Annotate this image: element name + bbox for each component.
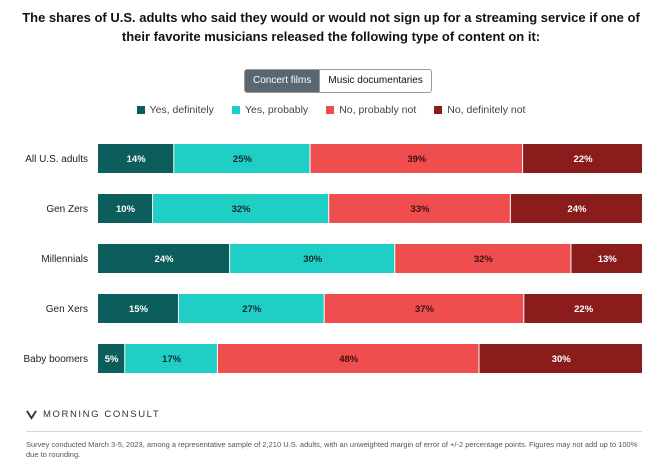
- legend-swatch: [136, 106, 145, 114]
- legend-item-no-definitely-not[interactable]: No, definitely not: [434, 104, 525, 116]
- legend-label: No, definitely not: [447, 104, 526, 116]
- category-label: Gen Xers: [46, 304, 88, 315]
- bar-segment[interactable]: [395, 244, 571, 273]
- data-label: 22%: [574, 304, 594, 315]
- toggle-music-documentaries[interactable]: Music documentaries: [319, 70, 431, 92]
- bar-segment[interactable]: [98, 294, 178, 323]
- data-label: 30%: [303, 254, 323, 265]
- bar-segment[interactable]: [329, 194, 510, 223]
- toggle-concert-films[interactable]: Concert films: [245, 70, 320, 92]
- bar-segment[interactable]: [174, 144, 310, 173]
- stacked-bar-chart: All U.S. adults 14% 25% 39% 22% Gen Zers 10% 32…: [24, 144, 643, 373]
- data-label: 24%: [567, 204, 587, 215]
- legend-item-yes-definitely[interactable]: Yes, definitely: [136, 104, 214, 116]
- bar-segment[interactable]: [217, 344, 479, 373]
- category-label: Millennials: [41, 254, 88, 265]
- bar-segment[interactable]: [178, 294, 324, 323]
- data-label: 24%: [155, 254, 175, 265]
- brand-name: MORNING CONSULT: [43, 409, 161, 420]
- morning-consult-logo-icon: [26, 410, 37, 420]
- legend-swatch: [231, 106, 240, 114]
- data-label: 14%: [127, 154, 147, 165]
- bar-segment[interactable]: [310, 144, 523, 173]
- data-label: 17%: [162, 354, 182, 365]
- data-label: 32%: [474, 254, 494, 265]
- footnote: Survey conducted March 3-5, 2023, among …: [26, 440, 638, 459]
- footer-divider: [26, 431, 642, 432]
- legend-label: No, probably not: [339, 104, 417, 116]
- bar-segment[interactable]: [98, 344, 125, 373]
- data-label: 32%: [232, 204, 252, 215]
- bar-segment[interactable]: [523, 144, 642, 173]
- chart-title: The shares of U.S. adults who said they …: [22, 10, 640, 44]
- bar-segment[interactable]: [510, 194, 642, 223]
- bar-segment[interactable]: [98, 194, 153, 223]
- legend-label: Yes, definitely: [149, 104, 214, 116]
- data-label: 27%: [242, 304, 262, 315]
- bar-segment[interactable]: [230, 244, 395, 273]
- data-label: 5%: [105, 354, 119, 365]
- category-label: Gen Zers: [46, 204, 88, 215]
- data-label: 39%: [407, 154, 427, 165]
- chart-legend: Yes, definitely Yes, probably No, probab…: [0, 104, 662, 116]
- bar-segment[interactable]: [571, 244, 642, 273]
- content-type-toggle[interactable]: Concert films Music documentaries: [244, 69, 432, 93]
- legend-item-no-probably-not[interactable]: No, probably not: [326, 104, 416, 116]
- legend-swatch: [326, 106, 335, 114]
- data-label: 33%: [411, 204, 431, 215]
- legend-swatch: [434, 106, 443, 114]
- data-label: 10%: [116, 204, 136, 215]
- category-label: All U.S. adults: [25, 154, 88, 165]
- bar-segment[interactable]: [479, 344, 643, 373]
- data-label: 25%: [233, 154, 253, 165]
- data-label: 37%: [415, 304, 435, 315]
- data-label: 30%: [552, 354, 572, 365]
- bar-segment[interactable]: [98, 244, 230, 273]
- bar-segment[interactable]: [125, 344, 217, 373]
- bar-segment[interactable]: [524, 294, 642, 323]
- brand-logo: MORNING CONSULT: [26, 409, 160, 420]
- data-label: 15%: [129, 304, 149, 315]
- legend-label: Yes, probably: [244, 104, 309, 116]
- legend-item-yes-probably[interactable]: Yes, probably: [231, 104, 309, 116]
- bar-segment[interactable]: [98, 144, 174, 173]
- data-label: 22%: [574, 154, 594, 165]
- category-label: Baby boomers: [24, 354, 88, 365]
- data-label: 48%: [339, 354, 359, 365]
- bar-segment[interactable]: [324, 294, 524, 323]
- bar-segment[interactable]: [153, 194, 329, 223]
- data-label: 13%: [598, 254, 618, 265]
